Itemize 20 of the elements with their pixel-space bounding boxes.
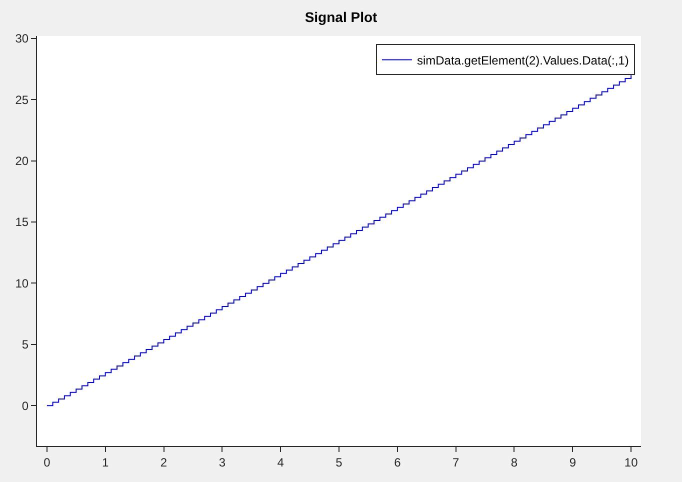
x-tick-label: 7 <box>452 455 460 470</box>
x-tick-label: 9 <box>569 455 576 470</box>
x-tick-label: 1 <box>102 455 109 470</box>
y-tick-label: 30 <box>15 32 29 46</box>
y-tick-label: 15 <box>15 215 29 230</box>
x-tick-label: 0 <box>44 455 51 470</box>
x-tick-label: 5 <box>336 455 343 470</box>
chart-title: Signal Plot <box>304 8 378 25</box>
x-tick-label: 6 <box>394 455 402 470</box>
x-tick-label: 10 <box>624 455 638 470</box>
y-tick-label: 25 <box>15 92 29 107</box>
y-tick-label: 10 <box>15 276 29 290</box>
legend-label: simData.getElement(2).Values.Data(:,1) <box>416 53 629 68</box>
x-tick-label: 2 <box>160 455 168 470</box>
x-tick-label: 3 <box>218 455 226 470</box>
y-tick-label: 20 <box>15 154 29 168</box>
y-tick-label: 5 <box>22 338 29 352</box>
y-tick-label: 0 <box>22 398 29 413</box>
x-tick-label: 8 <box>510 455 518 470</box>
x-tick-label: 4 <box>277 455 284 470</box>
